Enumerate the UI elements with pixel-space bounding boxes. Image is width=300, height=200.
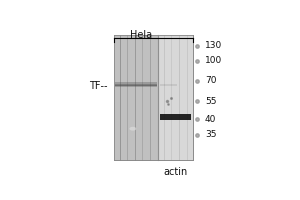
Bar (160, 84, 177, 86)
Text: 130: 130 (205, 41, 222, 50)
Text: 55: 55 (205, 97, 216, 106)
Bar (160, 114, 191, 120)
Text: 35: 35 (205, 130, 216, 139)
Bar (116, 85, 157, 87)
Text: 100: 100 (205, 56, 222, 65)
Text: 40: 40 (205, 115, 216, 124)
Text: Hela: Hela (130, 30, 152, 40)
Bar (116, 84, 157, 86)
Ellipse shape (129, 127, 136, 131)
Bar (114, 35, 193, 160)
Text: TF--: TF-- (89, 81, 107, 91)
Text: actin: actin (164, 167, 188, 177)
Bar (158, 35, 193, 160)
Bar (116, 82, 157, 84)
Bar (114, 35, 158, 160)
Text: 70: 70 (205, 76, 216, 85)
